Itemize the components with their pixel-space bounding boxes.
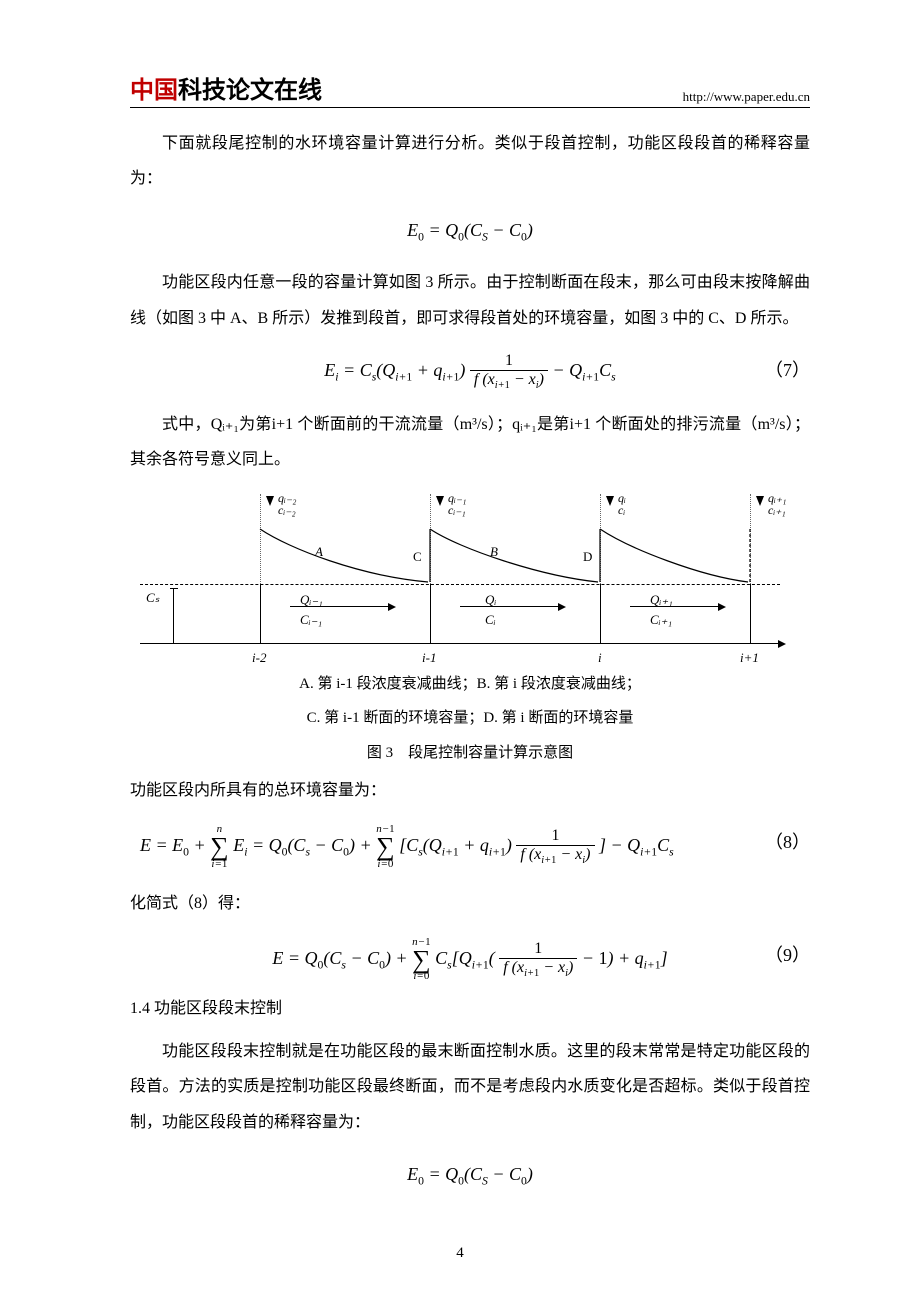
- fig3-flow-arrow-1: [460, 606, 560, 607]
- paragraph-fig3-desc: 功能区段内任意一段的容量计算如图 3 所示。由于控制断面在段末，那么可由段末按降…: [130, 265, 810, 335]
- fig3-point-A: A: [315, 544, 323, 560]
- figure-3-caption-line2: C. 第 i-1 断面的环境容量；D. 第 i 断面的环境容量: [130, 704, 810, 733]
- fig3-point-B: B: [490, 544, 498, 560]
- equation-e0-repeat: E0 = Q0(CS − C0): [130, 1156, 810, 1193]
- section-heading-1-4: 1.4 功能区段段末控制: [130, 994, 810, 1018]
- fig3-flow-Q-1: Qᵢ: [485, 592, 496, 608]
- fig3-decay-curves: [140, 494, 780, 664]
- equation-8: E = E0 + n∑i=1 Ei = Q0(Cs − C0) + n−1∑i=…: [130, 824, 810, 869]
- paragraph-1-4: 功能区段段末控制就是在功能区段的最末断面控制水质。这里的段末常常是特定功能区段的…: [130, 1034, 810, 1140]
- logo-black-text: 科技论文在线: [178, 77, 322, 104]
- page-number: 4: [0, 1245, 920, 1262]
- equation-9-number: （9）: [765, 937, 810, 973]
- site-logo: 中国科技论文在线: [130, 70, 322, 105]
- figure-3-caption-line1: A. 第 i-1 段浓度衰减曲线；B. 第 i 段浓度衰减曲线；: [130, 670, 810, 699]
- figure-3-diagram: Cₛ i-2 i-1 i i+1 qᵢ₋₂ cᵢ₋₂ qᵢ₋₁ cᵢ₋₁ qᵢ: [140, 494, 780, 664]
- paragraph-simplify: 化简式（8）得：: [130, 886, 810, 921]
- fig3-flow-C-2: Cᵢ₊₁: [650, 612, 672, 628]
- equation-7-number: （7）: [765, 352, 810, 388]
- fig3-point-D: D: [583, 549, 592, 565]
- equation-9: E = Q0(Cs − C0) + n−1∑i=0 Cs[Qi+1( 1f (x…: [130, 937, 810, 982]
- fig3-flow-C-1: Cᵢ: [485, 612, 496, 628]
- logo-red-text: 中国: [130, 77, 178, 104]
- paragraph-symbol-explain: 式中，Qᵢ₊₁为第i+1 个断面前的干流流量（m³/s）；qᵢ₊₁是第i+1 个…: [130, 407, 810, 477]
- equation-7: Ei = Cs(Qi+1 + qi+1) 1f (xi+1 − xi) − Qi…: [130, 352, 810, 391]
- fig3-flow-Q-0: Qᵢ₋₁: [300, 592, 323, 608]
- page: 中国科技论文在线 http://www.paper.edu.cn 下面就段尾控制…: [0, 0, 920, 1302]
- fig3-flow-arrow-2: [630, 606, 720, 607]
- paragraph-total-capacity: 功能区段内所具有的总环境容量为：: [130, 773, 810, 808]
- figure-3-caption-title: 图 3 段尾控制容量计算示意图: [130, 739, 810, 768]
- equation-8-number: （8）: [765, 824, 810, 860]
- header-url[interactable]: http://www.paper.edu.cn: [683, 89, 810, 105]
- equation-e0: E0 = Q0(CS − C0): [130, 212, 810, 249]
- page-header: 中国科技论文在线 http://www.paper.edu.cn: [130, 70, 810, 108]
- fig3-flow-Q-2: Qᵢ₊₁: [650, 592, 673, 608]
- fig3-point-C: C: [413, 549, 422, 565]
- fig3-flow-C-0: Cᵢ₋₁: [300, 612, 322, 628]
- paragraph-intro: 下面就段尾控制的水环境容量计算进行分析。类似于段首控制，功能区段段首的稀释容量为…: [130, 126, 810, 196]
